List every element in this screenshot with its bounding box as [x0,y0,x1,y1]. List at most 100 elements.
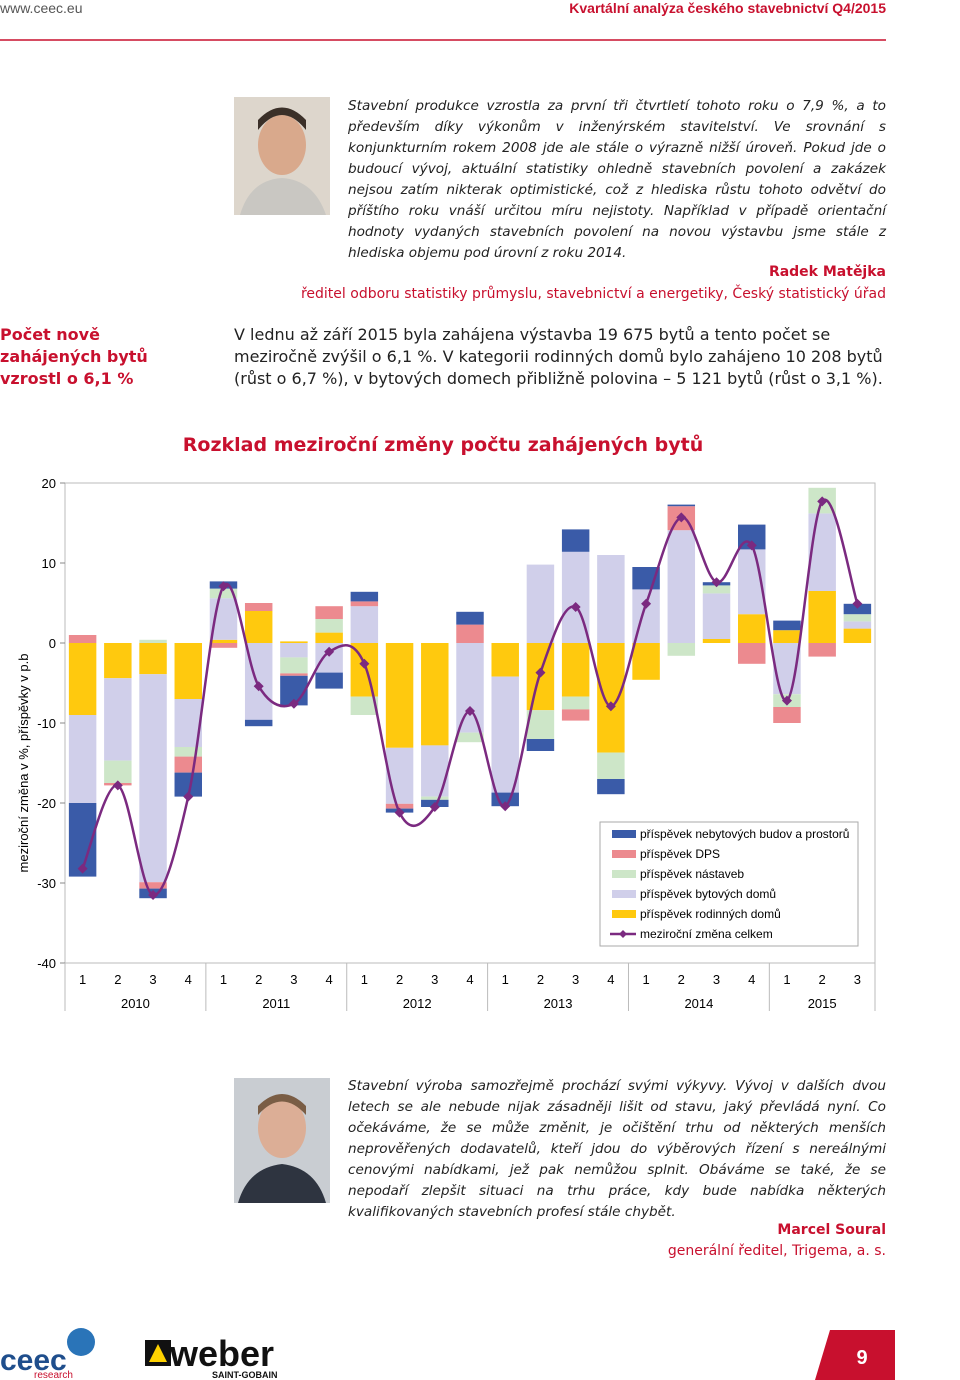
bar-segment [139,882,167,889]
bar-segment [456,643,484,733]
bar-segment [315,619,343,633]
x-tick-label: 3 [290,972,297,987]
header-url[interactable]: www.ceec.eu [0,0,83,16]
x-tick-label: 3 [713,972,720,987]
page-number-box: 9 [815,1330,895,1380]
logo-subtext: SAINT-GOBAIN [212,1370,278,1380]
legend-box [599,821,859,947]
bar-segment [280,641,308,643]
y-tick-label: 0 [49,636,56,651]
legend-swatch [612,910,636,918]
logo-weber: weber SAINT-GOBAIN [145,1333,278,1380]
photo [234,1078,330,1203]
bar-segment [104,643,132,679]
bar-segment [68,715,97,803]
line-marker [359,658,370,669]
x-tick-label: 2 [255,972,262,987]
x-tick-label: 2 [114,972,121,987]
bar-segment [773,707,801,723]
bar-segment [738,614,766,643]
bar-segment [244,611,273,643]
x-tick-label: 1 [783,972,790,987]
bar-segment [139,639,167,643]
line-marker [148,890,159,900]
bar-segment [843,628,872,643]
legend-swatch [612,830,636,838]
bar-segment [385,643,414,748]
bar-segment [667,643,696,656]
legend-label: příspěvek bytových domů [640,887,776,901]
sidebar-heading: Počet nově zahájených bytů vzrostl o 6,1… [0,325,148,388]
x-tick-label: 3 [149,972,156,987]
quote-text: Stavební produkce vzrostla za první tři … [348,98,886,261]
quote-role: ředitel odboru statistiky průmyslu, stav… [300,286,886,302]
x-tick-label: 2 [678,972,685,987]
bar-segment [174,756,202,773]
quote-text: Stavební výroba samozřejmě prochází svým… [348,1078,886,1220]
line-marker [253,681,264,692]
bar-segment [280,673,308,676]
bar-segment [209,639,238,643]
bar-segment [526,710,555,739]
line-marker [852,598,863,609]
x-group-label: 2015 [808,996,837,1011]
line-marker [288,698,299,709]
bar-segment [702,585,731,594]
legend-label: příspěvek nástaveb [640,867,744,881]
x-tick-label: 1 [502,972,509,987]
bar-segment [350,601,379,607]
bar-segment [385,803,414,809]
bar-segment [702,593,731,639]
bar-segment [315,606,343,619]
bar-segment [244,719,273,727]
bar-segment [773,620,801,631]
bar-segment [667,530,696,643]
line-marker [676,512,687,523]
line-marker [465,706,475,716]
bar-segment [139,674,167,883]
bar-segment [597,555,625,643]
bar-segment [491,643,519,677]
line-marker [112,780,123,791]
bar-segment [244,603,273,611]
bar-segment [843,614,872,622]
bar-segment [104,678,132,761]
bar-segment [421,745,449,797]
legend-swatch [612,850,636,858]
line-marker [500,801,511,812]
x-group-label: 2012 [403,996,432,1011]
logo-text: weber [169,1333,274,1374]
logo-subtext: research [34,1370,73,1380]
line-marker [781,695,792,706]
bar-segment [68,643,97,715]
bar-segment [456,624,484,643]
legend-label: meziroční změna celkem [640,927,773,941]
bar-segment [561,643,590,697]
bar-segment [456,611,484,625]
bar-segment [597,752,625,779]
x-tick-label: 4 [748,972,755,987]
bar-segment [421,643,449,746]
chart-title: Rozklad meziroční změny počtu zahájených… [182,434,704,456]
bar-segment [280,657,308,674]
y-tick-label: 20 [42,476,56,491]
bar-segment [808,591,836,643]
bar-segment [773,630,801,643]
x-tick-label: 1 [79,972,86,987]
bar-segment [561,529,590,552]
bar-segment [315,672,343,689]
line-marker [218,581,229,592]
quote-role: generální ředitel, Trigema, a. s. [667,1243,886,1259]
quote-author: Marcel Soural [777,1222,886,1238]
bar-segment [174,643,202,699]
bar-segment [104,760,132,783]
bar-segment [350,696,379,715]
logo-ceec: ceec research [0,1328,95,1380]
bar-segment [667,504,696,507]
x-tick-label: 3 [572,972,579,987]
bar-segment [280,643,308,658]
x-group-label: 2013 [544,996,573,1011]
legend-swatch [612,890,636,898]
x-tick-label: 1 [642,972,649,987]
